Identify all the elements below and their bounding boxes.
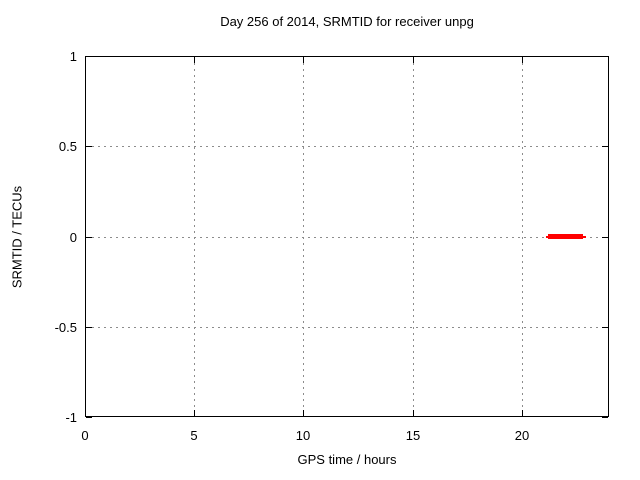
x-gridline	[194, 57, 195, 416]
x-gridline	[303, 57, 304, 416]
y-tick	[86, 56, 92, 57]
x-tick	[522, 410, 523, 416]
x-tick-mirror	[194, 57, 195, 63]
x-tick	[194, 410, 195, 416]
x-tick-mirror	[522, 57, 523, 63]
y-gridline	[86, 327, 608, 328]
y-tick-mirror	[602, 327, 608, 328]
y-tick-label: -0.5	[54, 320, 77, 335]
y-tick-mirror	[602, 56, 608, 57]
y-tick	[86, 327, 92, 328]
x-gridline	[413, 57, 414, 416]
x-tick-label: 20	[514, 428, 530, 443]
y-tick-mirror	[602, 237, 608, 238]
x-tick-mirror	[413, 57, 414, 63]
x-gridline	[522, 57, 523, 416]
plot-area	[85, 56, 609, 417]
x-tick-label: 10	[295, 428, 311, 443]
y-tick-label: 0	[69, 230, 77, 245]
y-tick	[86, 417, 92, 418]
x-tick-mirror	[303, 57, 304, 63]
x-tick-mirror	[85, 57, 86, 63]
y-tick	[86, 237, 92, 238]
chart-title: Day 256 of 2014, SRMTID for receiver unp…	[220, 14, 474, 29]
x-tick	[85, 410, 86, 416]
x-tick	[413, 410, 414, 416]
y-tick-label: 1	[69, 49, 77, 64]
x-tick	[303, 410, 304, 416]
y-tick	[86, 146, 92, 147]
y-gridline	[86, 146, 608, 147]
y-tick-mirror	[602, 146, 608, 147]
y-tick-label: 0.5	[58, 139, 77, 154]
y-tick-mirror	[602, 417, 608, 418]
x-tick-label: 0	[81, 428, 89, 443]
y-gridline	[86, 237, 608, 238]
data-segment	[548, 234, 583, 239]
y-tick-label: -1	[65, 410, 77, 425]
x-axis-label: GPS time / hours	[297, 452, 397, 467]
x-tick-label: 15	[405, 428, 421, 443]
x-tick-label: 5	[190, 428, 198, 443]
